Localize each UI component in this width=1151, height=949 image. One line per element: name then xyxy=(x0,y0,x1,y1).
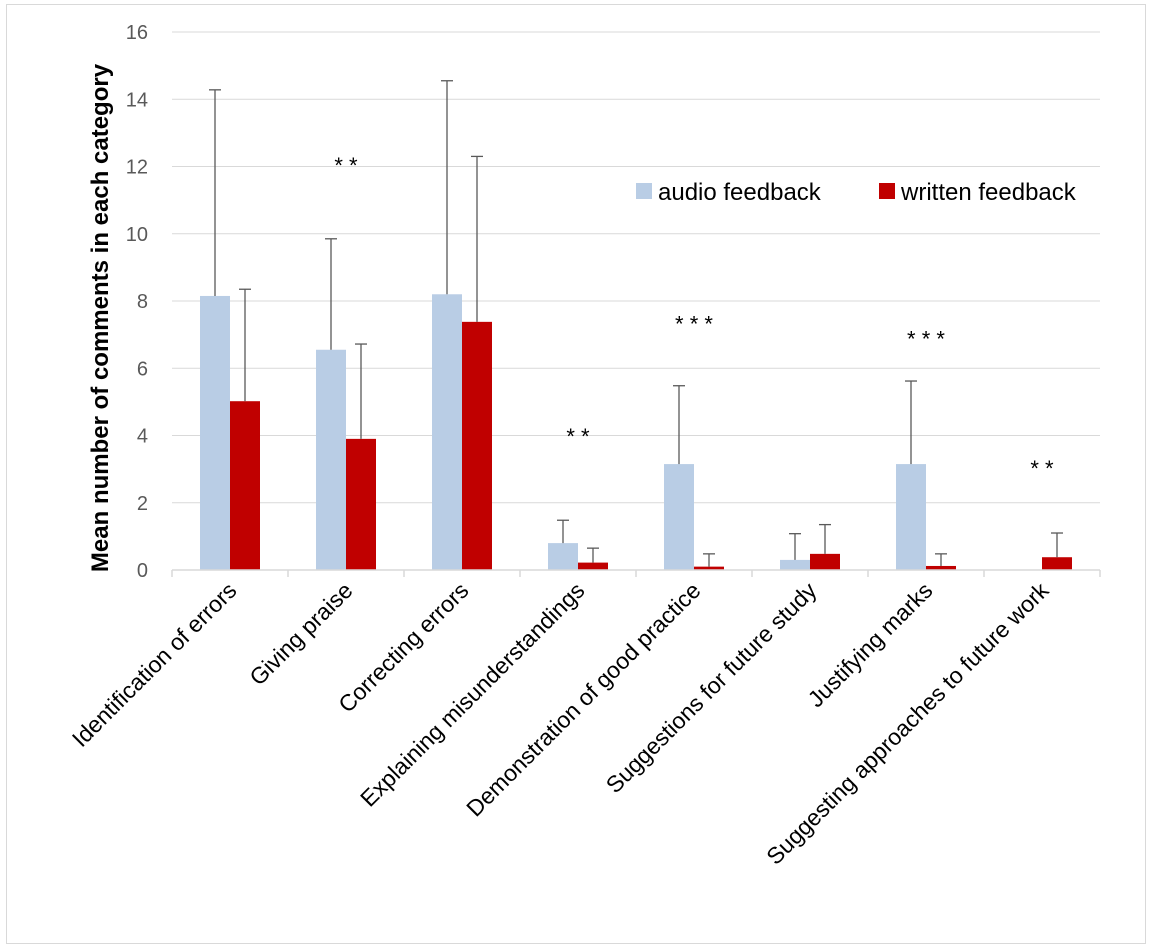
bar-audio xyxy=(316,349,346,570)
legend-swatch-audio xyxy=(636,183,652,199)
y-axis-ticks: 0 2 4 6 8 10 12 14 16 xyxy=(126,22,148,582)
x-axis xyxy=(171,569,1101,577)
significance-marker: * * * xyxy=(907,326,945,351)
y-tick-label: 0 xyxy=(137,560,148,582)
bar-audio xyxy=(432,294,462,570)
bar-written xyxy=(926,565,956,570)
y-tick-label: 16 xyxy=(126,22,148,44)
bar-written xyxy=(578,562,608,570)
category-label: Justifying marks xyxy=(803,577,938,712)
bar-audio xyxy=(664,464,694,570)
bars xyxy=(200,294,1072,570)
y-tick-label: 14 xyxy=(126,89,148,111)
category-label: Suggestions for future study xyxy=(601,577,822,798)
bar-audio xyxy=(780,559,810,570)
category-label: Giving praise xyxy=(244,577,357,690)
bar-written xyxy=(1042,557,1072,570)
y-tick-label: 10 xyxy=(126,224,148,246)
legend-label-audio: audio feedback xyxy=(658,179,822,206)
significance-marker: * * xyxy=(566,424,590,449)
y-tick-label: 4 xyxy=(137,426,148,448)
bar-written xyxy=(346,438,376,570)
bar-written xyxy=(810,553,840,570)
category-labels: Identification of errors Giving praiseCor… xyxy=(67,577,1054,870)
significance-markers: * * * * * * * * * * * * xyxy=(334,153,1054,481)
category-label: Demonstration of good practice xyxy=(461,577,705,821)
bar-audio xyxy=(896,464,926,570)
category-label: Explaining misunderstandings xyxy=(355,577,589,811)
legend-swatch-written xyxy=(879,183,895,199)
bar-written xyxy=(694,566,724,570)
y-tick-label: 2 xyxy=(137,493,148,515)
gridlines xyxy=(172,31,1100,504)
legend: audio feedback written feedback xyxy=(636,179,1077,206)
bar-written xyxy=(462,321,492,570)
y-tick-label: 12 xyxy=(126,157,148,179)
chart-frame xyxy=(6,4,1146,944)
bar-written xyxy=(230,401,260,570)
y-tick-label: 8 xyxy=(137,291,148,313)
significance-marker: * * xyxy=(334,153,358,178)
category-label: Identification of errors xyxy=(67,577,242,752)
y-axis-label: Mean number of comments in each category xyxy=(87,63,114,572)
significance-marker: * * * xyxy=(675,311,713,336)
y-tick-label: 6 xyxy=(137,358,148,380)
bar-audio xyxy=(200,295,230,570)
significance-marker: * * xyxy=(1030,456,1054,481)
bar-audio xyxy=(548,543,578,570)
error-bars xyxy=(209,80,1063,567)
legend-label-written: written feedback xyxy=(900,179,1077,206)
